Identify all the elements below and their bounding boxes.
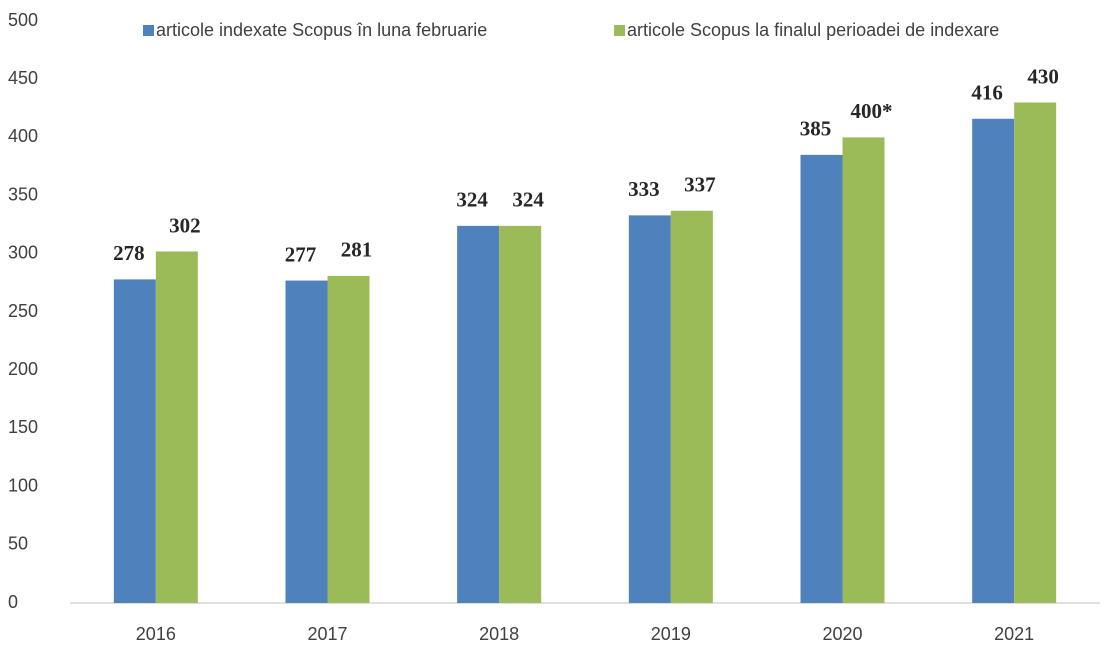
bar [800, 154, 843, 604]
value-label: 400* [851, 99, 893, 123]
bar [113, 279, 156, 603]
value-label: 333 [628, 177, 660, 201]
x-tick-label: 2018 [479, 624, 519, 644]
y-tick-label: 200 [8, 359, 38, 379]
bar [499, 225, 542, 603]
y-tick-label: 250 [8, 301, 38, 321]
bar [972, 118, 1015, 603]
x-tick-label: 2020 [822, 624, 862, 644]
value-label: 324 [512, 188, 544, 212]
x-tick-label: 2021 [994, 624, 1034, 644]
bar [842, 137, 885, 603]
y-tick-label: 150 [8, 417, 38, 437]
value-label: 430 [1027, 64, 1059, 88]
bar [1014, 102, 1057, 603]
value-label: 385 [800, 117, 832, 141]
value-label: 302 [169, 213, 201, 237]
legend-label: articole indexate Scopus în luna februar… [156, 20, 487, 40]
value-label: 278 [113, 241, 145, 265]
bar [285, 280, 328, 603]
value-label: 416 [971, 81, 1003, 105]
bar [155, 251, 198, 604]
bar [670, 210, 713, 603]
x-tick-label: 2017 [307, 624, 347, 644]
bar [327, 275, 370, 603]
value-label: 281 [341, 238, 373, 262]
y-tick-label: 300 [8, 243, 38, 263]
bar [628, 215, 671, 603]
value-label: 277 [285, 242, 317, 266]
bar [457, 225, 500, 603]
legend-label: articole Scopus la finalul perioadei de … [627, 20, 999, 40]
value-label: 337 [684, 173, 716, 197]
x-tick-label: 2019 [651, 624, 691, 644]
x-tick-label: 2016 [136, 624, 176, 644]
y-tick-label: 400 [8, 126, 38, 146]
y-tick-label: 100 [8, 475, 38, 495]
y-tick-label: 50 [8, 534, 28, 554]
legend-swatch [614, 25, 625, 36]
y-tick-label: 500 [8, 10, 38, 30]
y-tick-label: 0 [8, 592, 18, 612]
y-tick-label: 350 [8, 184, 38, 204]
legend-swatch [143, 25, 154, 36]
y-tick-label: 450 [8, 68, 38, 88]
value-label: 324 [456, 188, 488, 212]
